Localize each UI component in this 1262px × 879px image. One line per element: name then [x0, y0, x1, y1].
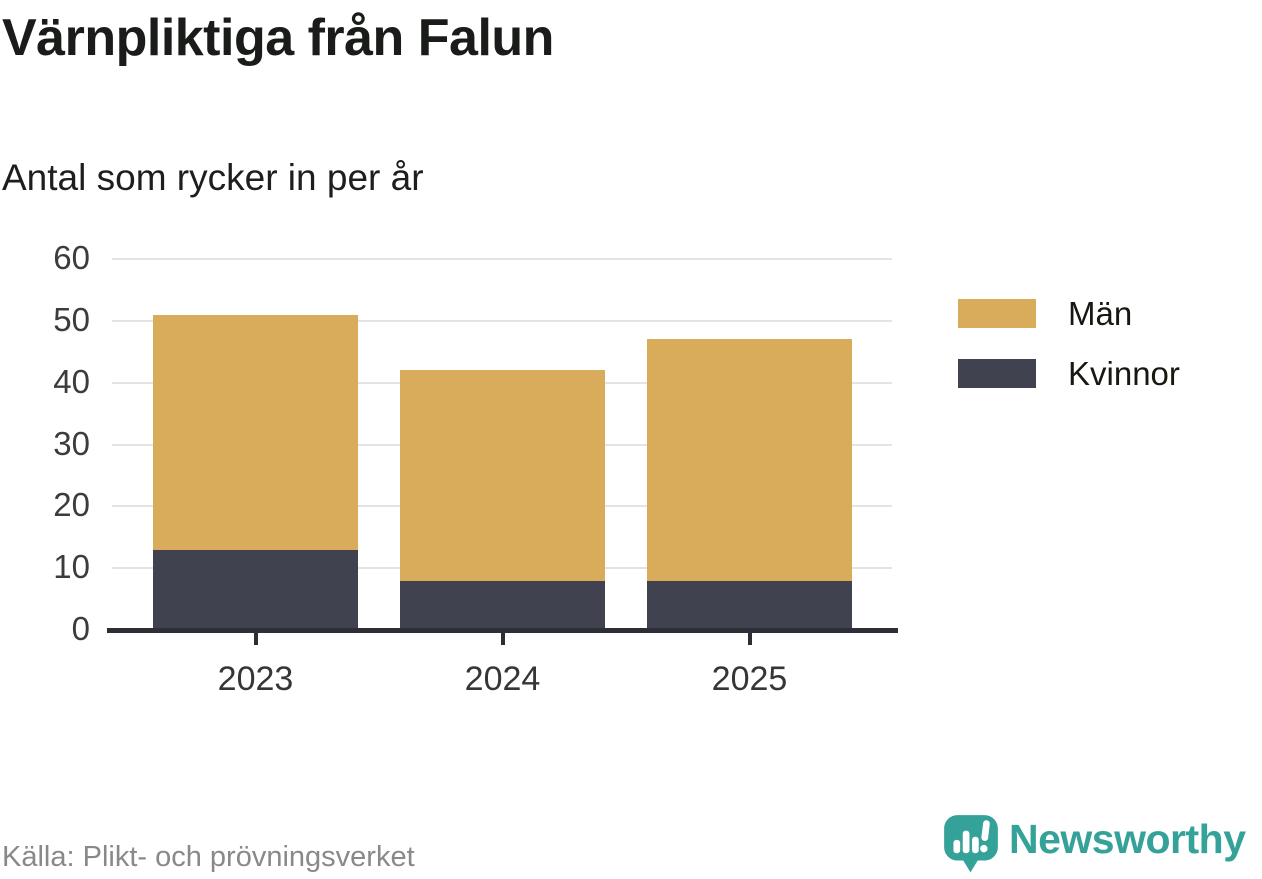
y-tick-label-20: 20: [53, 486, 90, 524]
y-tick-label-10: 10: [53, 548, 90, 586]
legend-swatch-män: [958, 299, 1036, 328]
legend-swatch-kvinnor: [958, 359, 1036, 388]
x-tick-2023: [253, 633, 258, 645]
bar-segment-män-2023: [153, 314, 358, 550]
gridline-y-60: [112, 258, 892, 260]
legend: Män Kvinnor: [958, 297, 1180, 417]
legend-item-kvinnor: Kvinnor: [958, 357, 1180, 390]
newsworthy-wordmark: Newsworthy: [1009, 816, 1246, 862]
legend-label-kvinnor: Kvinnor: [1068, 355, 1180, 392]
newsworthy-chart-bubble-icon: [944, 815, 998, 873]
bar-segment-kvinnor-2024: [400, 580, 605, 630]
x-axis-line: [107, 628, 898, 633]
bar-segment-män-2024: [400, 370, 605, 581]
x-tick-label-2025: 2025: [711, 660, 788, 698]
y-tick-label-0: 0: [71, 610, 90, 648]
y-tick-label-30: 30: [53, 424, 90, 462]
plot-area: [110, 258, 898, 630]
x-tick-2024: [500, 633, 505, 645]
bar-segment-kvinnor-2025: [647, 580, 852, 630]
chart-title: Värnpliktiga från Falun: [2, 9, 554, 67]
chart-subtitle: Antal som rycker in per år: [2, 157, 424, 198]
y-tick-label-50: 50: [53, 301, 90, 339]
x-tick-label-2023: 2023: [217, 660, 294, 698]
gridline-y-50: [112, 319, 892, 322]
newsworthy-logo[interactable]: Newsworthy: [944, 813, 1246, 875]
x-tick-2025: [747, 633, 752, 645]
y-tick-label-60: 60: [53, 239, 90, 277]
bar-segment-kvinnor-2023: [153, 549, 358, 630]
bar-segment-män-2025: [647, 339, 852, 581]
legend-label-män: Män: [1068, 295, 1133, 332]
y-tick-label-40: 40: [53, 362, 90, 400]
source-caption: Källa: Plikt- och prövningsverket: [2, 841, 415, 873]
x-tick-label-2024: 2024: [464, 660, 541, 698]
legend-item-män: Män: [958, 297, 1180, 330]
